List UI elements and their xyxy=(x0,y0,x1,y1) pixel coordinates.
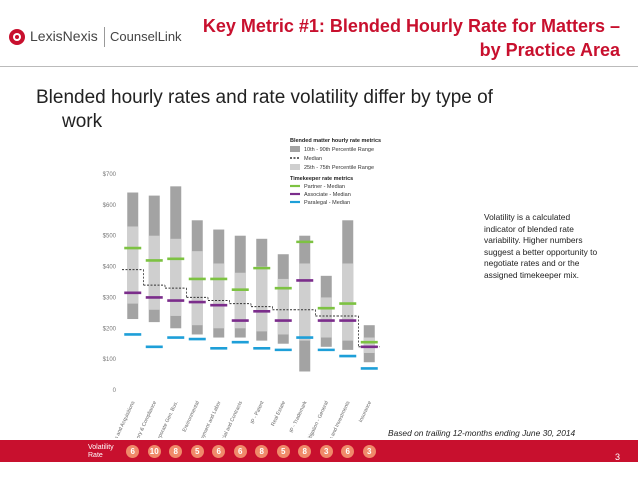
bar-inner-range xyxy=(277,278,289,335)
category-label: IP - Trademark xyxy=(289,400,309,434)
y-tick-label: 0 xyxy=(113,388,117,394)
legend-item-outer: 10th - 90th Percentile Range xyxy=(304,147,374,153)
volatility-dot: 8 xyxy=(169,445,183,458)
page-number: 3 xyxy=(614,452,620,462)
bar-inner-range xyxy=(170,238,182,316)
logo-mark-icon xyxy=(9,29,25,45)
legend-item-paralegal: Paralegal - Median xyxy=(304,200,350,206)
volatility-note: Volatility is a calculated indicator of … xyxy=(484,212,598,280)
y-tick-label: $200 xyxy=(103,326,117,332)
bar-inner-range xyxy=(320,297,332,338)
title-divider xyxy=(0,66,638,67)
slide-title: Key Metric #1: Blended Hourly Rate for M… xyxy=(160,14,620,62)
bar-inner-range xyxy=(148,235,160,310)
legend-group2-title: Timekeeper rate metrics xyxy=(290,176,353,182)
category-label: Insurance xyxy=(358,400,373,423)
footnote: Based on trailing 12-months ending June … xyxy=(388,428,576,438)
lexisnexis-logo: LexisNexis CounselLink xyxy=(8,26,208,48)
volatility-dot: 5 xyxy=(276,445,290,458)
bar-inner-range xyxy=(363,337,375,353)
legend-item-partner: Partner - Median xyxy=(304,184,345,190)
bar-inner-range xyxy=(213,263,225,329)
y-tick-label: $300 xyxy=(103,295,117,301)
bar-inner-range xyxy=(342,263,354,341)
title-line-1: Key Metric #1: Blended Hourly Rate for M… xyxy=(202,16,620,36)
y-tick-label: $600 xyxy=(103,203,117,209)
chart-legend: Blended matter hourly rate metrics 10th … xyxy=(290,138,381,206)
bar-inner-range xyxy=(127,226,139,304)
category-label: IP - Patent xyxy=(250,400,266,425)
category-label: Mergers and Acquisitions xyxy=(107,400,137,438)
volatility-dot: 6 xyxy=(341,445,355,458)
bar-inner-range xyxy=(256,266,268,332)
legend-item-median: Median xyxy=(304,156,322,162)
category-label: Corporate Gen. Bus. xyxy=(154,400,180,438)
logo-separator xyxy=(104,27,105,47)
volatility-dot: 3 xyxy=(362,445,376,458)
volatility-dot: 10 xyxy=(147,445,161,458)
legend-item-associate: Associate - Median xyxy=(304,192,351,198)
volatility-dot: 6 xyxy=(233,445,247,458)
legend-swatch-inner xyxy=(290,164,300,170)
y-tick-label: $500 xyxy=(103,234,117,240)
volatility-dot: 3 xyxy=(319,445,333,458)
logo-product: CounselLink xyxy=(110,29,182,44)
bar-inner-range xyxy=(234,272,246,329)
rate-chart: Blended matter hourly rate metrics 10th … xyxy=(103,138,381,438)
volatility-label-line-1: Volatility xyxy=(88,444,114,451)
volatility-dot: 6 xyxy=(212,445,226,458)
legend-item-inner: 25th - 75th Percentile Range xyxy=(304,165,374,171)
bar-inner-range xyxy=(299,263,311,341)
subtitle-line-1: Blended hourly rates and rate volatility… xyxy=(36,87,493,108)
subtitle-line-2: work xyxy=(62,111,103,132)
volatility-label-line-2: Rate xyxy=(88,452,103,459)
y-tick-label: $700 xyxy=(103,172,117,178)
y-tick-label: $400 xyxy=(103,265,117,271)
category-label: Real Estate xyxy=(270,400,287,427)
title-line-2: by Practice Area xyxy=(479,40,620,60)
volatility-dot: 6 xyxy=(126,445,140,458)
volatility-dot: 8 xyxy=(298,445,312,458)
volatility-bar xyxy=(0,440,638,462)
y-tick-label: $100 xyxy=(103,357,117,363)
logo-brand: LexisNexis xyxy=(30,28,98,44)
volatility-dot: 8 xyxy=(255,445,269,458)
bar-inner-range xyxy=(191,251,203,326)
category-label: Environmental xyxy=(182,400,201,433)
plot-area: 0 $100 $200 $300 $400 $500 $600 $700 Mergers and… xyxy=(103,172,380,438)
volatility-dot: 5 xyxy=(190,445,204,458)
slide-subtitle: Blended hourly rates and rate volatility… xyxy=(36,86,626,134)
legend-swatch-outer xyxy=(290,146,300,152)
volatility-label: Volatility Rate xyxy=(88,444,114,460)
legend-group1-title: Blended matter hourly rate metrics xyxy=(290,138,381,144)
category-label: Litigation - General xyxy=(306,400,330,438)
